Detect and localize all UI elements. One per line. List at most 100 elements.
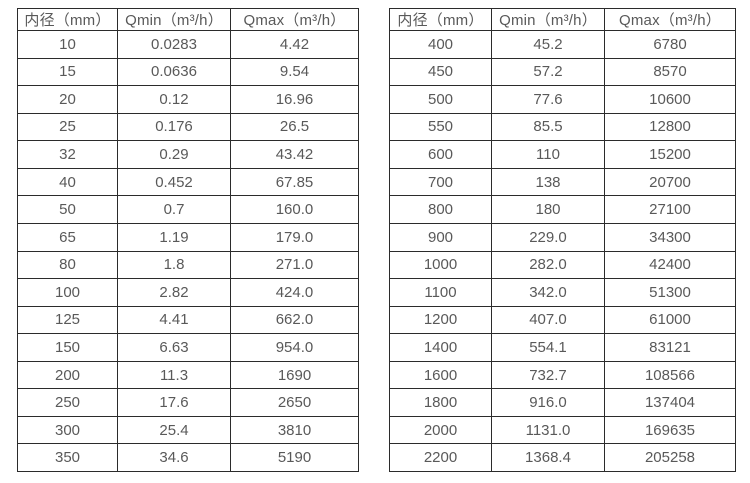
table-cell: 125 — [17, 305, 118, 335]
table-cell: 2000 — [389, 415, 492, 445]
table-cell: 180 — [491, 195, 605, 224]
table-cell: 9.54 — [230, 57, 359, 87]
table-row: 350 34.6 5190 — [17, 443, 359, 472]
table-cell: 600 — [389, 140, 492, 169]
table-cell: 110 — [491, 140, 605, 169]
header-cell: Qmax（m³/h） — [230, 8, 359, 31]
table-cell: 916.0 — [491, 388, 605, 417]
table-row: 200 11.3 1690 — [17, 360, 359, 390]
table-cell: 137404 — [604, 388, 736, 417]
table-cell: 8570 — [604, 57, 736, 87]
table-cell: 160.0 — [230, 195, 359, 224]
table-row: 125 4.41 662.0 — [17, 305, 359, 335]
table-cell: 205258 — [604, 443, 736, 472]
table-row: 1400 554.1 83121 — [389, 333, 736, 362]
table-row: 40 0.452 67.85 — [17, 167, 359, 197]
table-row: 15 0.0636 9.54 — [17, 57, 359, 87]
table-cell: 450 — [389, 57, 492, 87]
table-cell: 1400 — [389, 333, 492, 362]
table-row: 150 6.63 954.0 — [17, 333, 359, 362]
table-row: 65 1.19 179.0 — [17, 222, 359, 252]
table-cell: 800 — [389, 195, 492, 224]
table-cell: 550 — [389, 112, 492, 142]
table-cell: 1.8 — [117, 250, 231, 280]
table-cell: 282.0 — [491, 250, 605, 280]
flow-spec-table-large-diameters: 内径（mm） Qmin（m³/h） Qmax（m³/h） 400 45.2 6780 450… — [389, 8, 736, 472]
table-cell: 80 — [17, 250, 118, 280]
table-row: 25 0.176 26.5 — [17, 112, 359, 142]
table-row: 1000 282.0 42400 — [389, 250, 736, 280]
table-cell: 57.2 — [491, 57, 605, 87]
table-cell: 1368.4 — [491, 443, 605, 472]
table-cell: 1800 — [389, 388, 492, 417]
table-cell: 4.42 — [230, 30, 359, 59]
table-cell: 85.5 — [491, 112, 605, 142]
table-cell: 169635 — [604, 415, 736, 445]
table-cell: 67.85 — [230, 167, 359, 197]
table-cell: 5190 — [230, 443, 359, 472]
table-cell: 954.0 — [230, 333, 359, 362]
table-row: 100 2.82 424.0 — [17, 278, 359, 307]
table-cell: 1.19 — [117, 222, 231, 252]
table-cell: 16.96 — [230, 85, 359, 114]
table-cell: 83121 — [604, 333, 736, 362]
table-cell: 200 — [17, 360, 118, 390]
table-cell: 2.82 — [117, 278, 231, 307]
table-cell: 732.7 — [491, 360, 605, 390]
table-row: 2200 1368.4 205258 — [389, 443, 736, 472]
table-row: 700 138 20700 — [389, 167, 736, 197]
table-cell: 6.63 — [117, 333, 231, 362]
table-row: 550 85.5 12800 — [389, 112, 736, 142]
table-row: 1600 732.7 108566 — [389, 360, 736, 390]
table-cell: 0.176 — [117, 112, 231, 142]
table-row: 80 1.8 271.0 — [17, 250, 359, 280]
table-cell: 10600 — [604, 85, 736, 114]
table-cell: 20 — [17, 85, 118, 114]
table-cell: 77.6 — [491, 85, 605, 114]
table-row: 20 0.12 16.96 — [17, 85, 359, 114]
table-cell: 900 — [389, 222, 492, 252]
table-cell: 100 — [17, 278, 118, 307]
table-cell: 150 — [17, 333, 118, 362]
table-cell: 554.1 — [491, 333, 605, 362]
table-cell: 271.0 — [230, 250, 359, 280]
table-cell: 43.42 — [230, 140, 359, 169]
table-cell: 1600 — [389, 360, 492, 390]
header-row: 内径（mm） Qmin（m³/h） Qmax（m³/h） — [389, 8, 736, 31]
table-cell: 4.41 — [117, 305, 231, 335]
table-cell: 25.4 — [117, 415, 231, 445]
header-row: 内径（mm） Qmin（m³/h） Qmax（m³/h） — [17, 8, 359, 31]
header-cell: Qmin（m³/h） — [117, 8, 231, 31]
table-cell: 42400 — [604, 250, 736, 280]
table-cell: 15 — [17, 57, 118, 87]
table-cell: 25 — [17, 112, 118, 142]
table-cell: 51300 — [604, 278, 736, 307]
table-row: 1200 407.0 61000 — [389, 305, 736, 335]
table-cell: 1131.0 — [491, 415, 605, 445]
table-cell: 229.0 — [491, 222, 605, 252]
table-cell: 350 — [17, 443, 118, 472]
table-row: 300 25.4 3810 — [17, 415, 359, 445]
table-row: 10 0.0283 4.42 — [17, 30, 359, 59]
table-cell: 65 — [17, 222, 118, 252]
table-cell: 3810 — [230, 415, 359, 445]
table-cell: 700 — [389, 167, 492, 197]
table-row: 900 229.0 34300 — [389, 222, 736, 252]
table-cell: 2200 — [389, 443, 492, 472]
table-cell: 11.3 — [117, 360, 231, 390]
table-row: 800 180 27100 — [389, 195, 736, 224]
table-cell: 300 — [17, 415, 118, 445]
header-cell: Qmax（m³/h） — [604, 8, 736, 31]
table-row: 1800 916.0 137404 — [389, 388, 736, 417]
table-cell: 250 — [17, 388, 118, 417]
table-row: 600 110 15200 — [389, 140, 736, 169]
table-cell: 10 — [17, 30, 118, 59]
table-cell: 0.29 — [117, 140, 231, 169]
table-row: 2000 1131.0 169635 — [389, 415, 736, 445]
table-cell: 50 — [17, 195, 118, 224]
table-cell: 662.0 — [230, 305, 359, 335]
table-row: 32 0.29 43.42 — [17, 140, 359, 169]
table-cell: 0.0636 — [117, 57, 231, 87]
table-cell: 1000 — [389, 250, 492, 280]
